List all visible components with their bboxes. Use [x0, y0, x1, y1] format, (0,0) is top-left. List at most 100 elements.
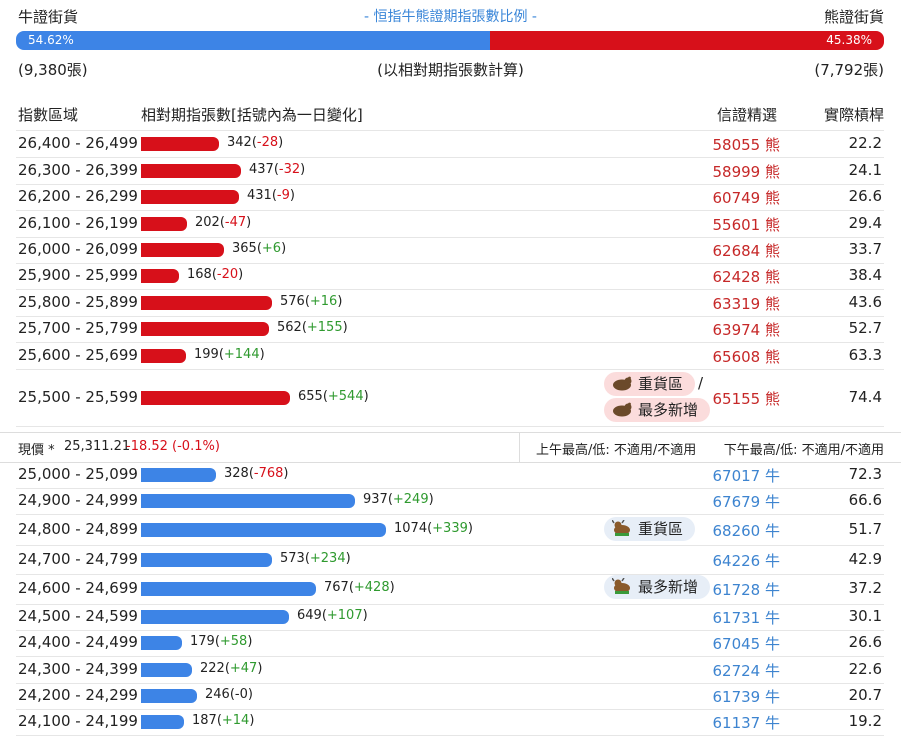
contracts-bar — [141, 243, 224, 257]
contracts-value: 576(+16) — [280, 293, 343, 309]
effective-leverage: 51.7 — [848, 519, 882, 538]
index-range: 26,200 - 26,299 — [18, 187, 138, 205]
warrant-code-link[interactable]: 61728 牛 — [712, 581, 781, 599]
index-range: 24,100 - 24,199 — [18, 712, 138, 730]
daily-change: -20 — [216, 267, 239, 282]
index-range: 24,900 - 24,999 — [18, 491, 138, 509]
badge-separator: / — [698, 374, 704, 392]
index-range: 25,500 - 25,599 — [18, 387, 138, 406]
index-range: 24,300 - 24,399 — [18, 659, 138, 678]
bear-most-new-badge[interactable]: 最多新增 — [604, 398, 711, 422]
price-label: 現價 * — [18, 443, 55, 458]
current-price: 25,311.21 — [64, 439, 131, 454]
daily-change: +234 — [309, 550, 346, 566]
bear-heavy-badge[interactable]: 重貨區 — [604, 372, 696, 396]
index-range: 25,800 - 25,899 — [18, 292, 138, 311]
warrant-code-link[interactable]: 67679 牛 — [712, 493, 781, 511]
bear-ratio-fill: 45.38% — [490, 31, 884, 50]
table-row: 24,700 - 24,799 573(+234) 64226 牛 42.9 — [16, 545, 884, 575]
index-range: 26,300 - 26,399 — [18, 161, 138, 179]
table-row: 26,300 - 26,399 437(-32) 58999 熊 24.1 — [16, 158, 884, 185]
table-row: 24,200 - 24,299 246(-0) 61739 牛 20.7 — [16, 683, 884, 710]
warrant-code-link[interactable]: 65608 熊 — [712, 347, 781, 366]
index-range: 25,600 - 25,699 — [18, 345, 138, 364]
daily-change: +6 — [261, 241, 282, 256]
am-high-low: 上午最高/低: 不適用/不適用 — [536, 443, 697, 458]
table-row: 26,100 - 26,199 202(-47) 55601 熊 29.4 — [16, 210, 884, 238]
table-row: 25,700 - 25,799 562(+155) 63974 熊 52.7 — [16, 316, 884, 343]
contracts-value: 573(+234) — [280, 550, 351, 566]
bear-icon — [612, 374, 632, 391]
contracts-bar — [141, 348, 186, 363]
warrant-code-link[interactable]: 68260 牛 — [712, 521, 781, 540]
warrant-code-link[interactable]: 63319 熊 — [712, 294, 781, 313]
warrant-code-link[interactable]: 62684 熊 — [712, 242, 781, 260]
effective-leverage: 33.7 — [848, 240, 882, 258]
effective-leverage: 63.3 — [848, 345, 882, 364]
bull-heavy-badge[interactable]: 重貨區 — [604, 517, 696, 541]
contracts-value: 179(+58) — [190, 634, 253, 649]
index-range: 24,400 - 24,499 — [18, 633, 138, 651]
warrant-code-link[interactable]: 61739 牛 — [712, 688, 781, 706]
warrant-code-link[interactable]: 55601 熊 — [712, 215, 781, 234]
table-row: 25,900 - 25,999 168(-20) 62428 熊 38.4 — [16, 263, 884, 290]
contracts-value: 168(-20) — [187, 267, 244, 282]
daily-change: +58 — [219, 634, 248, 649]
index-range: 24,700 - 24,799 — [18, 549, 138, 568]
contracts-bar — [141, 715, 184, 729]
warrant-code-link[interactable]: 64226 牛 — [712, 551, 781, 570]
daily-change: +144 — [223, 346, 260, 362]
bull-most-new-badge[interactable]: 最多新增 — [604, 575, 711, 599]
contracts-value: 342(-28) — [227, 135, 284, 150]
warrant-code-link[interactable]: 61731 牛 — [712, 609, 781, 627]
effective-leverage: 66.6 — [848, 491, 882, 509]
index-range: 24,800 - 24,899 — [18, 519, 138, 538]
effective-leverage: 22.2 — [848, 134, 882, 152]
col-contracts-header: 相對期指張數[括號內為一日變化] — [141, 106, 363, 124]
daily-change: +16 — [309, 293, 338, 309]
index-range: 25,700 - 25,799 — [18, 319, 138, 337]
contracts-value: 1074(+339) — [394, 520, 473, 536]
index-range: 26,400 - 26,499 — [18, 134, 138, 152]
warrant-code-link[interactable]: 58999 熊 — [712, 163, 781, 181]
daily-change: +47 — [229, 660, 258, 676]
bear-icon — [612, 400, 632, 417]
table-row: 24,600 - 24,699 767(+428) 61728 牛 37.2 — [16, 574, 884, 605]
index-range: 26,100 - 26,199 — [18, 213, 138, 232]
warrant-code-link[interactable]: 60749 熊 — [712, 189, 781, 207]
table-row: 24,100 - 24,199 187(+14) 61137 牛 19.2 — [16, 709, 884, 736]
warrant-code-link[interactable]: 58055 熊 — [712, 136, 781, 154]
daily-change: -9 — [276, 188, 290, 203]
contracts-value: 365(+6) — [232, 241, 287, 256]
effective-leverage: 37.2 — [848, 579, 882, 597]
effective-leverage: 43.6 — [848, 292, 882, 311]
table-row: 25,500 - 25,599 655(+544) 65155 熊 74.4 — [16, 369, 884, 427]
table-row: 24,400 - 24,499 179(+58) 67045 牛 26.6 — [16, 630, 884, 657]
effective-leverage: 19.2 — [848, 712, 882, 730]
warrant-code-link[interactable]: 62724 牛 — [712, 661, 781, 680]
table-row: 24,900 - 24,999 937(+249) 67679 牛 66.6 — [16, 488, 884, 515]
bull-ratio-fill: 54.62% — [16, 31, 491, 50]
warrant-code-link[interactable]: 63974 熊 — [712, 321, 781, 339]
contracts-bar — [141, 610, 289, 624]
warrant-code-link[interactable]: 67045 牛 — [712, 635, 781, 653]
index-range: 25,900 - 25,999 — [18, 266, 138, 284]
contracts-bar — [141, 468, 216, 482]
effective-leverage: 30.1 — [848, 607, 882, 625]
contracts-value: 562(+155) — [277, 320, 348, 335]
warrant-code-link[interactable]: 62428 熊 — [712, 268, 781, 286]
effective-leverage: 38.4 — [848, 266, 882, 284]
effective-leverage: 72.3 — [848, 465, 882, 483]
calc-note: (以相對期指張數計算) — [377, 61, 524, 79]
table-row: 24,300 - 24,399 222(+47) 62724 牛 22.6 — [16, 656, 884, 684]
warrant-code-link[interactable]: 67017 牛 — [712, 467, 781, 485]
warrant-code-link[interactable]: 65155 熊 — [712, 389, 781, 408]
daily-change: -28 — [256, 135, 279, 150]
daily-change: +107 — [326, 608, 363, 623]
daily-change: +544 — [327, 388, 364, 404]
contracts-value: 767(+428) — [324, 580, 395, 595]
table-row: 25,600 - 25,699 199(+144) 65608 熊 63.3 — [16, 342, 884, 370]
contracts-value: 187(+14) — [192, 713, 255, 728]
contracts-bar — [141, 216, 187, 231]
warrant-code-link[interactable]: 61137 牛 — [712, 714, 781, 732]
